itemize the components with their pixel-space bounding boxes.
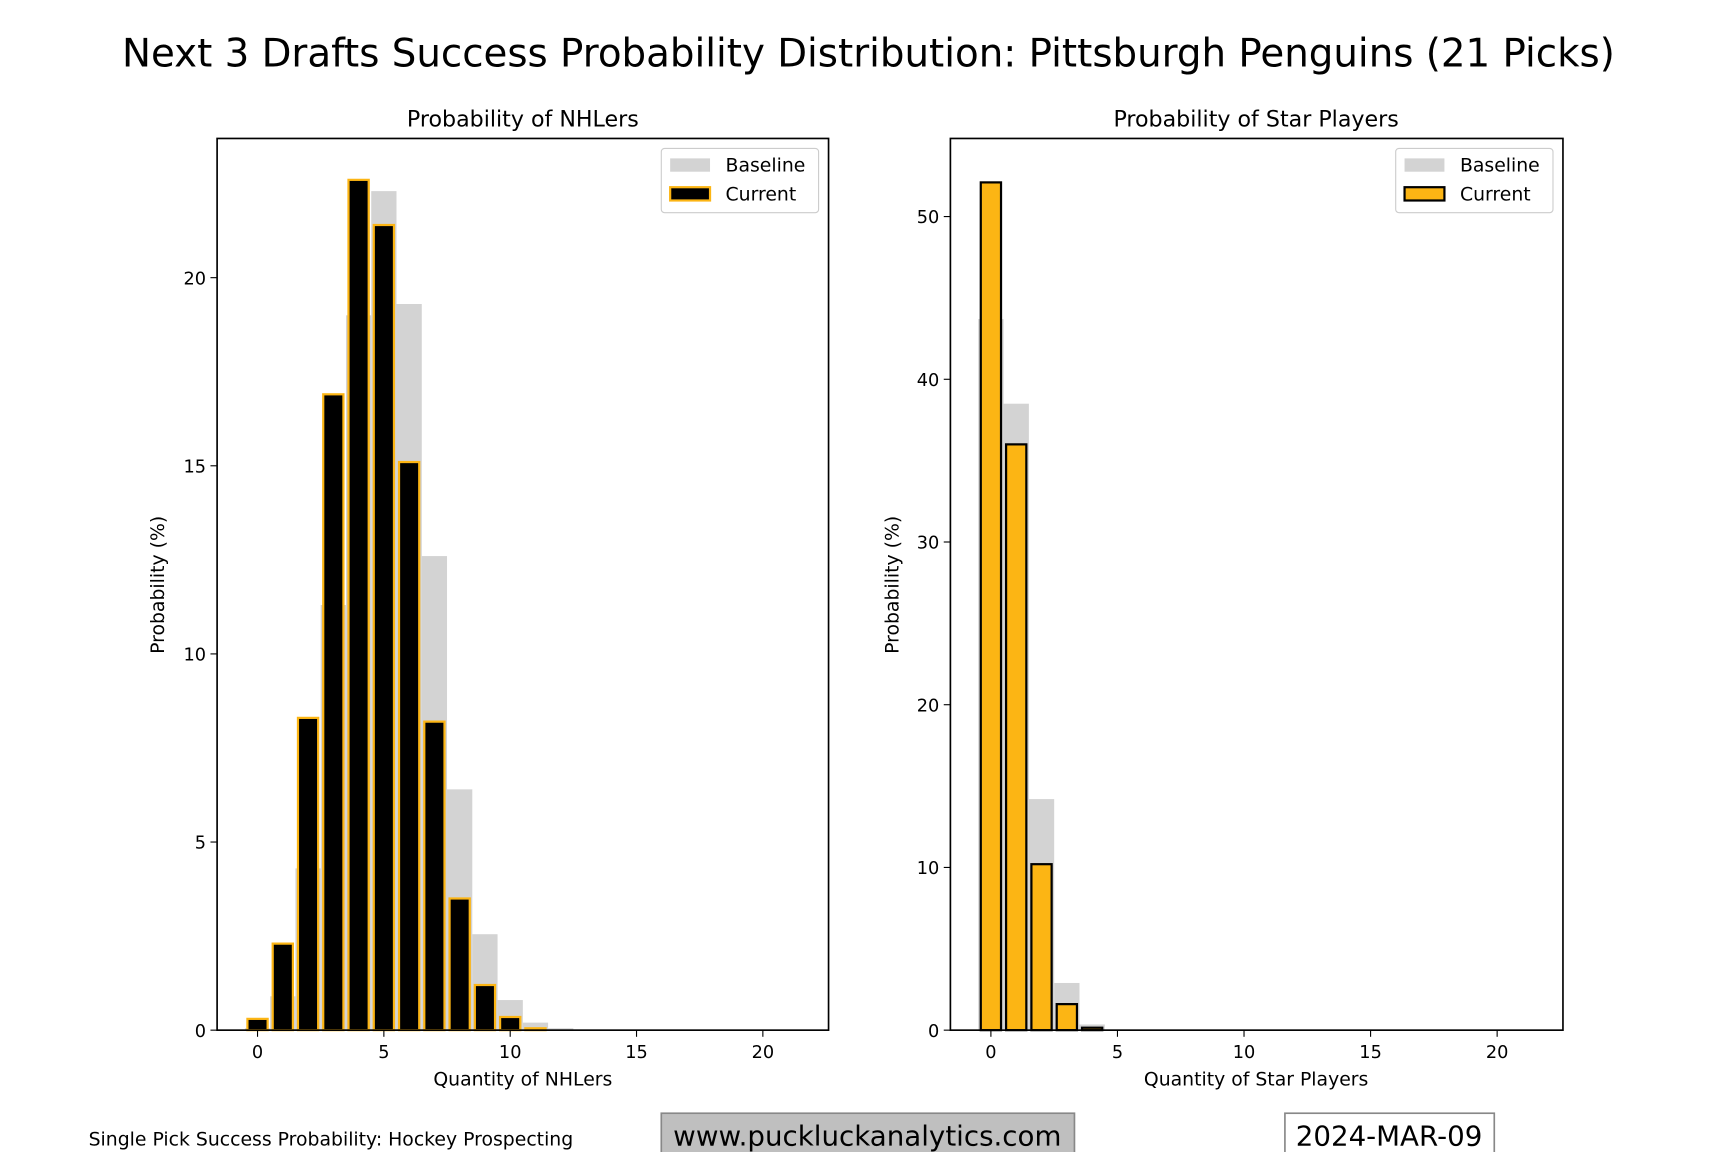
x-tick-label: 15 bbox=[1359, 1043, 1382, 1063]
website-box: www.puckluckanalytics.com bbox=[660, 1112, 1076, 1152]
date-text: 2024-MAR-09 bbox=[1296, 1119, 1483, 1152]
current-bar bbox=[347, 178, 370, 1032]
x-tick-label: 20 bbox=[1486, 1043, 1509, 1063]
current-bar bbox=[246, 1017, 269, 1032]
x-tick-label: 20 bbox=[752, 1043, 775, 1063]
date-box: 2024-MAR-09 bbox=[1284, 1112, 1496, 1152]
legend-swatch-current bbox=[1403, 186, 1446, 202]
x-tick-label: 0 bbox=[252, 1043, 263, 1063]
x-tick-label: 5 bbox=[378, 1043, 389, 1063]
y-tick-label: 15 bbox=[183, 457, 206, 477]
x-tick-label: 5 bbox=[1112, 1043, 1123, 1063]
source-credit: Single Pick Success Probability: Hockey … bbox=[89, 1129, 574, 1150]
x-tick-label: 15 bbox=[625, 1043, 648, 1063]
baseline-bar bbox=[522, 1022, 549, 1031]
star-players-chart: Probability of Star Players Quantity of … bbox=[882, 106, 1564, 1091]
current-bar bbox=[498, 1015, 522, 1032]
x-tick-label: 0 bbox=[985, 1043, 996, 1063]
y-tick-label: 5 bbox=[195, 834, 206, 854]
current-bar bbox=[372, 223, 396, 1032]
y-tick-label: 30 bbox=[917, 534, 940, 554]
y-axis-label: Probability (%) bbox=[148, 516, 169, 654]
current-bar bbox=[1004, 443, 1028, 1032]
current-bar bbox=[271, 942, 295, 1032]
y-tick-label: 0 bbox=[195, 1022, 206, 1042]
chart-title: Probability of Star Players bbox=[1113, 106, 1398, 132]
y-axis-label: Probability (%) bbox=[882, 516, 903, 654]
y-tick-label: 20 bbox=[183, 269, 206, 289]
nhlers-chart: Probability of NHLers Quantity of NHLers… bbox=[148, 106, 830, 1091]
axes-frame bbox=[216, 137, 830, 1031]
y-tick-label: 50 bbox=[917, 208, 940, 228]
legend: Baseline Current bbox=[1395, 147, 1554, 214]
y-tick-label: 20 bbox=[917, 696, 940, 716]
current-bar bbox=[1055, 1003, 1079, 1032]
x-axis-label: Quantity of NHLers bbox=[433, 1070, 612, 1091]
current-bar bbox=[448, 897, 471, 1032]
website-text: www.puckluckanalytics.com bbox=[673, 1119, 1061, 1152]
legend-swatch-baseline bbox=[670, 158, 711, 172]
legend-swatch-baseline bbox=[1404, 158, 1445, 172]
y-tick-label: 10 bbox=[183, 646, 206, 666]
x-tick-label: 10 bbox=[1233, 1043, 1256, 1063]
current-bar bbox=[423, 720, 446, 1032]
current-bar bbox=[979, 181, 1003, 1032]
current-bar bbox=[397, 460, 421, 1032]
axes-frame bbox=[949, 137, 1564, 1031]
x-axis-label: Quantity of Star Players bbox=[1144, 1070, 1368, 1091]
chart-title: Probability of NHLers bbox=[407, 106, 639, 132]
x-tick-label: 10 bbox=[499, 1043, 522, 1063]
y-tick-label: 10 bbox=[917, 859, 940, 879]
legend-label-current: Current bbox=[726, 184, 797, 205]
y-tick-label: 40 bbox=[917, 371, 940, 391]
legend: Baseline Current bbox=[660, 147, 820, 214]
legend-label-current: Current bbox=[1460, 184, 1531, 205]
legend-swatch-current bbox=[669, 186, 712, 202]
figure-title: Next 3 Drafts Success Probability Distri… bbox=[122, 31, 1615, 76]
current-bar bbox=[296, 716, 320, 1032]
baseline-bar bbox=[548, 1028, 574, 1031]
y-tick-label: 0 bbox=[928, 1022, 939, 1042]
legend-label-baseline: Baseline bbox=[726, 156, 806, 177]
current-bar bbox=[473, 983, 497, 1032]
current-bar bbox=[322, 393, 345, 1032]
current-bar bbox=[1030, 863, 1053, 1032]
legend-label-baseline: Baseline bbox=[1460, 156, 1540, 177]
